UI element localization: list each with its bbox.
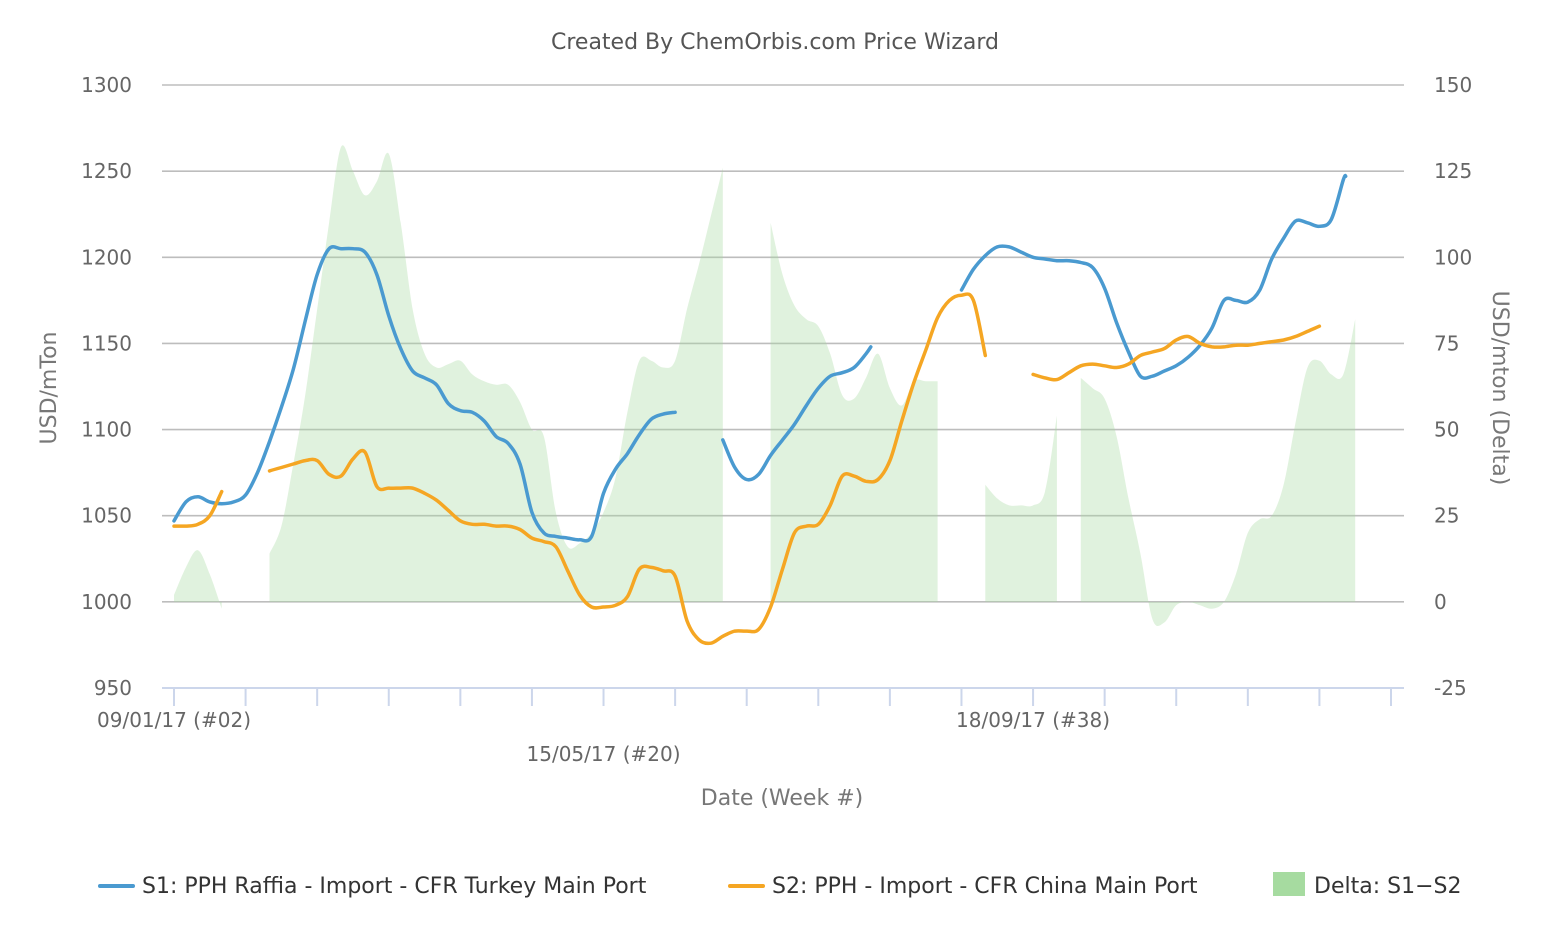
- y-right-tick-label: 25: [1434, 504, 1459, 528]
- series-line-segment: [172, 489, 224, 528]
- legend-label-s1: S1: PPH Raffia - Import - CFR Turkey Mai…: [142, 874, 647, 899]
- series-line-segment: [267, 292, 988, 646]
- y-right-tick-label: 75: [1434, 331, 1459, 355]
- delta-area-segment: [1080, 319, 1356, 627]
- legend-item-delta[interactable]: Delta: S1−S2: [1273, 872, 1461, 899]
- legend-label-s2: S2: PPH - Import - CFR China Main Port: [772, 874, 1198, 899]
- series-line-segment: [172, 245, 677, 543]
- series-line-segment: [1031, 324, 1322, 382]
- y-axis-left-ticks: 950 1000 1050 1100 1150 1200 1250 1300: [81, 73, 132, 700]
- x-tick-label: 09/01/17 (#02): [97, 708, 251, 732]
- y-axis-right-ticks: -25 0 25 50 75 100 125 150: [1434, 73, 1472, 700]
- legend-label-delta: Delta: S1−S2: [1314, 874, 1461, 899]
- legend-item-s1[interactable]: S1: PPH Raffia - Import - CFR Turkey Mai…: [98, 874, 647, 899]
- y-left-tick-label: 1000: [81, 590, 132, 614]
- series-line-segment: [721, 345, 873, 482]
- y-left-tick-label: 1200: [81, 245, 132, 269]
- x-tick-label: 15/05/17 (#20): [527, 742, 681, 766]
- y-right-tick-label: 150: [1434, 73, 1472, 97]
- y-right-tick-label: 50: [1434, 418, 1459, 442]
- x-tick-label: 18/09/17 (#38): [956, 708, 1110, 732]
- y-left-tick-label: 1050: [81, 504, 132, 528]
- plot-area: [172, 145, 1356, 646]
- legend-item-s2[interactable]: S2: PPH - Import - CFR China Main Port: [728, 874, 1198, 899]
- y-right-tick-label: -25: [1434, 676, 1467, 700]
- delta-area-segment: [174, 550, 222, 609]
- y-left-tick-label: 950: [94, 676, 132, 700]
- series-1: [172, 292, 1322, 646]
- y-right-tick-label: 0: [1434, 590, 1447, 614]
- chart-title: Created By ChemOrbis.com Price Wizard: [551, 30, 999, 55]
- legend: S1: PPH Raffia - Import - CFR Turkey Mai…: [98, 872, 1461, 899]
- y-axis-left-title: USD/mTon: [37, 332, 62, 445]
- y-right-tick-label: 125: [1434, 159, 1472, 183]
- y-left-tick-label: 1250: [81, 159, 132, 183]
- delta-area-segment: [985, 415, 1057, 602]
- series-2: [174, 145, 1356, 627]
- x-axis: 09/01/17 (#02) 15/05/17 (#20) 18/09/17 (#3…: [97, 687, 1404, 766]
- y-left-tick-label: 1100: [81, 418, 132, 442]
- series-line-segment: [959, 173, 1348, 380]
- y-right-tick-label: 100: [1434, 245, 1472, 269]
- x-axis-title: Date (Week #): [701, 786, 863, 811]
- series-0: [172, 173, 1348, 543]
- y-left-tick-label: 1150: [81, 331, 132, 355]
- y-axis-right-title: USD/mton (Delta): [1487, 291, 1512, 486]
- delta-area-segment: [770, 222, 938, 602]
- legend-swatch-delta: [1273, 872, 1305, 896]
- y-left-tick-label: 1300: [81, 73, 132, 97]
- delta-area-segment: [269, 145, 723, 602]
